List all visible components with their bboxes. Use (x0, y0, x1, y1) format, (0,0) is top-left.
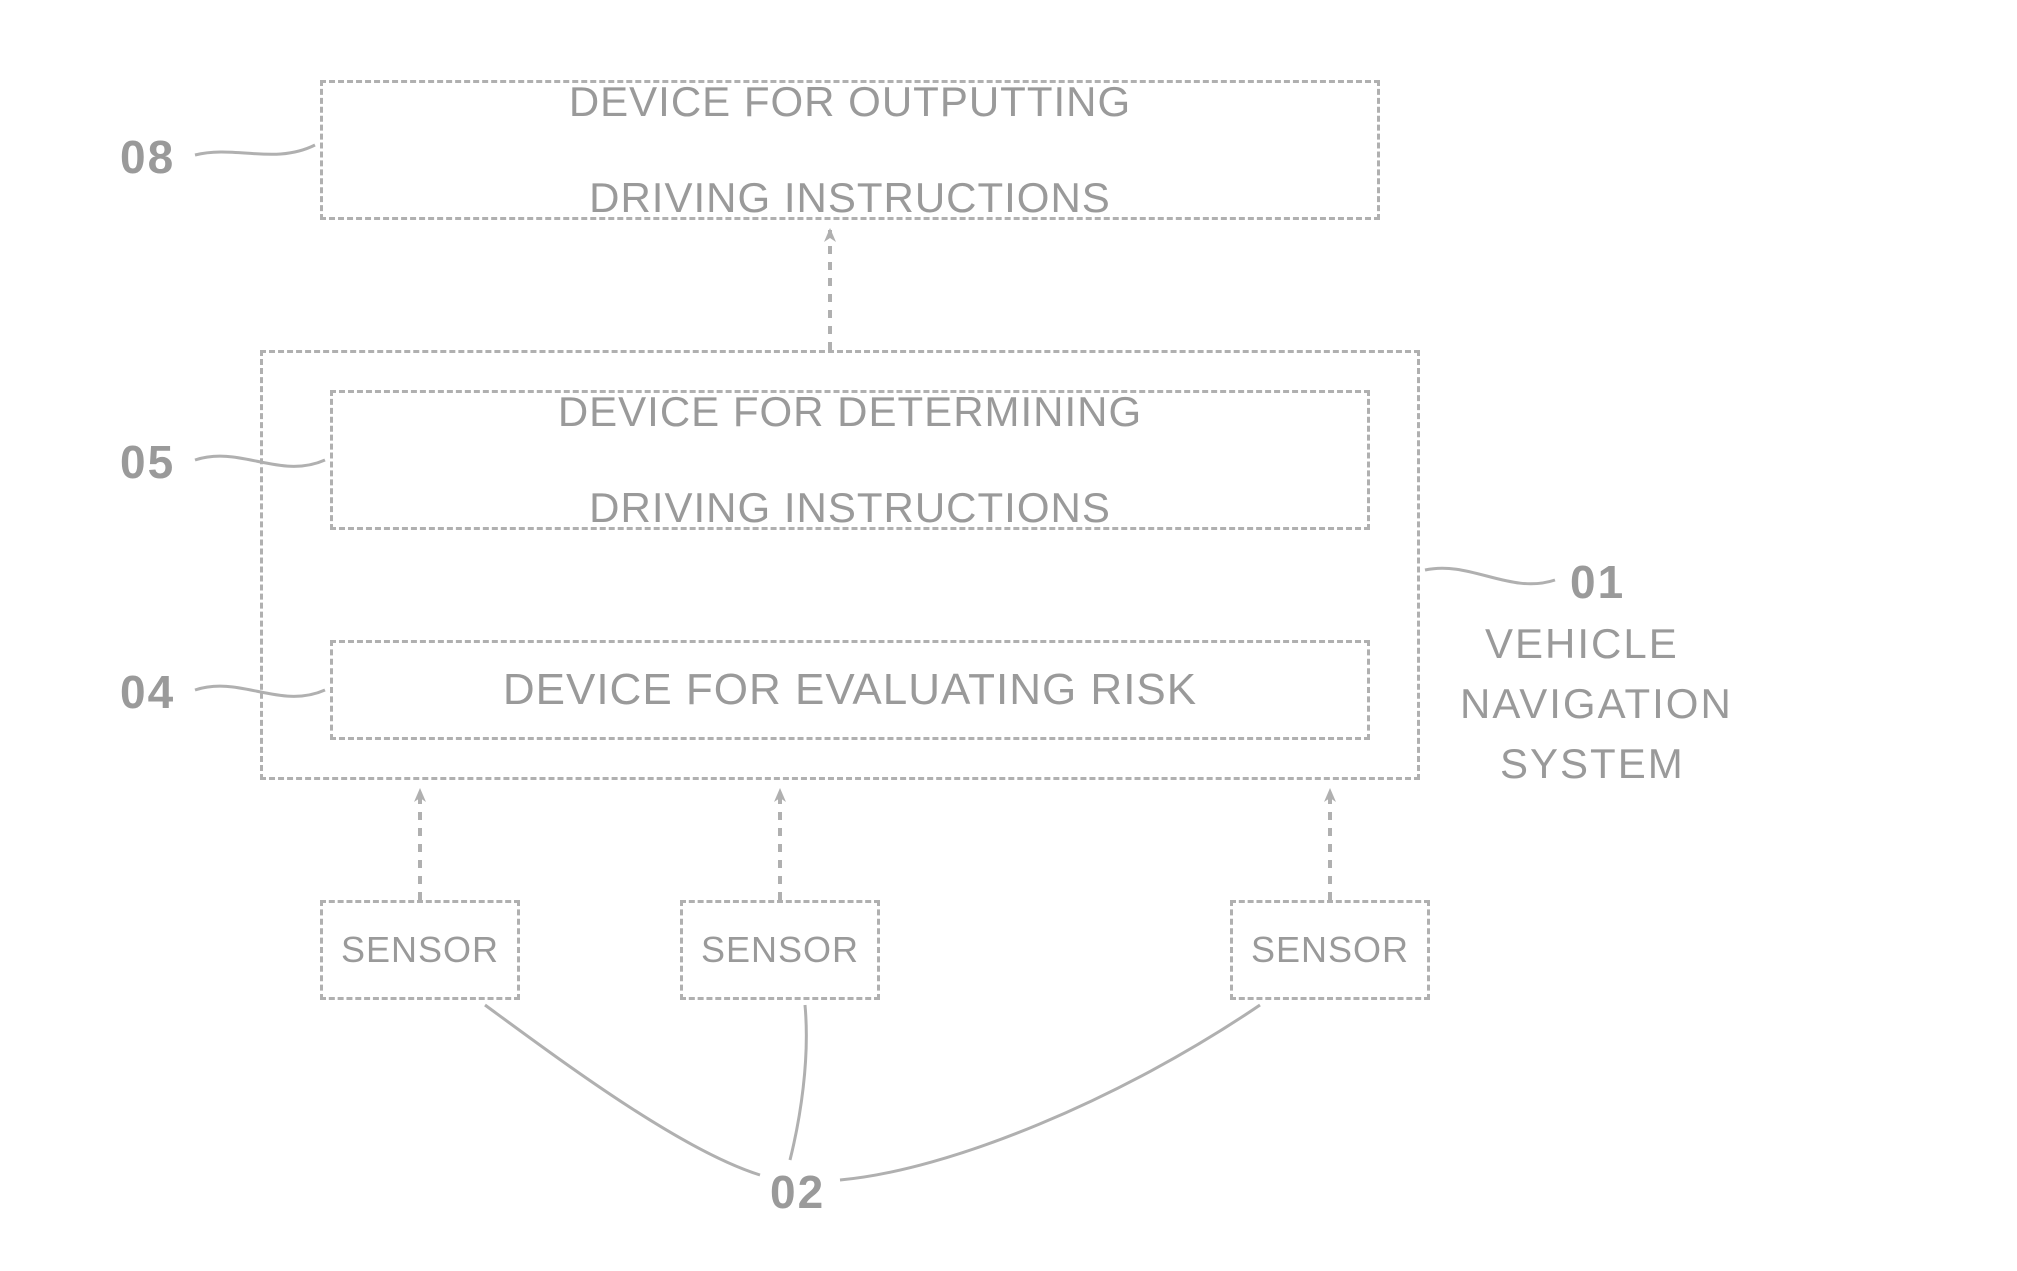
label-01: 01 (1570, 555, 1625, 609)
box-sensor-3: SENSOR (1230, 900, 1430, 1000)
leader-sensor1-02 (485, 1005, 760, 1175)
label-01-sub3: SYSTEM (1500, 740, 1685, 788)
box-risk-device: DEVICE FOR EVALUATING RISK (330, 640, 1370, 740)
label-05: 05 (120, 435, 175, 489)
box-sensor-1-text: SENSOR (341, 929, 499, 970)
label-01-sub2: NAVIGATION (1460, 680, 1733, 728)
box-output-line2: DRIVING INSTRUCTIONS (569, 174, 1131, 222)
box-determine-line1: DEVICE FOR DETERMINING (558, 388, 1142, 436)
box-sensor-2: SENSOR (680, 900, 880, 1000)
box-risk-text: DEVICE FOR EVALUATING RISK (503, 665, 1197, 716)
box-sensor-1: SENSOR (320, 900, 520, 1000)
label-01-sub1: VEHICLE (1485, 620, 1679, 668)
box-sensor-3-text: SENSOR (1251, 929, 1409, 970)
box-output-device: DEVICE FOR OUTPUTTING DRIVING INSTRUCTIO… (320, 80, 1380, 220)
leader-01 (1425, 568, 1555, 584)
label-08: 08 (120, 130, 175, 184)
box-determine-line2: DRIVING INSTRUCTIONS (558, 484, 1142, 532)
label-02: 02 (770, 1165, 825, 1219)
label-04: 04 (120, 665, 175, 719)
box-output-line1: DEVICE FOR OUTPUTTING (569, 78, 1131, 126)
box-determine-device: DEVICE FOR DETERMINING DRIVING INSTRUCTI… (330, 390, 1370, 530)
box-sensor-2-text: SENSOR (701, 929, 859, 970)
leader-08 (195, 145, 315, 155)
leader-sensor3-02 (840, 1005, 1260, 1180)
diagram-canvas: DEVICE FOR OUTPUTTING DRIVING INSTRUCTIO… (0, 0, 2017, 1271)
leader-sensor2-02 (790, 1005, 806, 1160)
